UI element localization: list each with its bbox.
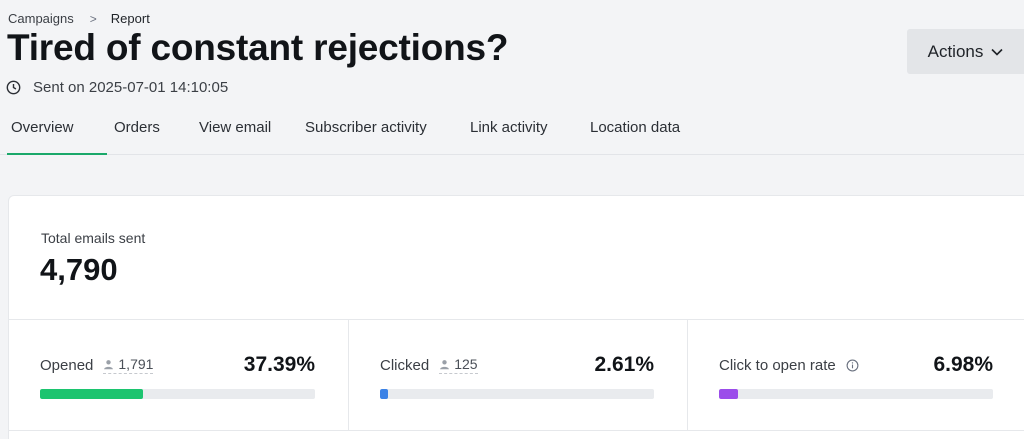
progress-bar (719, 389, 993, 399)
sent-info: Sent on 2025-07-01 14:10:05 (6, 79, 228, 96)
total-emails-label: Total emails sent (41, 230, 146, 246)
stat-clicked: Clicked 125 2.61% (348, 320, 687, 430)
person-icon (439, 359, 450, 370)
tab-subscriber-activity[interactable]: Subscriber activity (305, 119, 427, 136)
stat-label: Opened (40, 356, 94, 374)
card-bottom-divider (9, 430, 1024, 431)
overview-card: Total emails sent 4,790 Opened 1,791 37.… (8, 195, 1024, 439)
stats-divider (9, 319, 1024, 320)
progress-bar-fill (40, 389, 143, 399)
report-tabs: Overview Orders View email Subscriber ac… (0, 110, 1024, 155)
chevron-down-icon (991, 48, 1003, 56)
progress-bar (380, 389, 654, 399)
breadcrumb-current: Report (110, 11, 150, 26)
actions-button[interactable]: Actions (907, 29, 1024, 74)
stat-count-value: 125 (454, 356, 478, 372)
breadcrumb: Campaigns > Report (8, 11, 150, 26)
info-icon[interactable] (846, 359, 859, 372)
stat-click-to-open-rate: Click to open rate 6.98% (687, 320, 1024, 430)
stat-percent: 2.61% (594, 353, 654, 376)
stat-percent: 6.98% (933, 353, 993, 376)
person-icon (103, 359, 114, 370)
page-title: Tired of constant rejections? (7, 27, 509, 68)
tab-view-email[interactable]: View email (199, 119, 272, 136)
tab-orders[interactable]: Orders (114, 119, 160, 136)
stat-count[interactable]: 1,791 (103, 356, 154, 374)
clock-icon (6, 80, 21, 95)
tab-overview[interactable]: Overview (0, 110, 107, 155)
stat-label: Click to open rate (719, 356, 836, 374)
breadcrumb-separator: > (89, 11, 97, 26)
progress-bar (40, 389, 315, 399)
actions-button-label: Actions (927, 41, 984, 61)
progress-bar-fill (719, 389, 739, 399)
tab-location-data[interactable]: Location data (590, 119, 681, 136)
sent-timestamp: Sent on 2025-07-01 14:10:05 (33, 79, 229, 96)
progress-bar-fill (380, 389, 388, 399)
stat-percent: 37.39% (243, 353, 315, 376)
stat-opened: Opened 1,791 37.39% (9, 320, 348, 430)
stat-count[interactable]: 125 (439, 356, 478, 374)
total-emails-value: 4,790 (40, 252, 118, 287)
tab-link-activity[interactable]: Link activity (470, 119, 548, 136)
breadcrumb-campaigns-link[interactable]: Campaigns (8, 11, 74, 26)
stat-label: Clicked (380, 356, 430, 374)
stat-count-value: 1,791 (118, 356, 154, 372)
